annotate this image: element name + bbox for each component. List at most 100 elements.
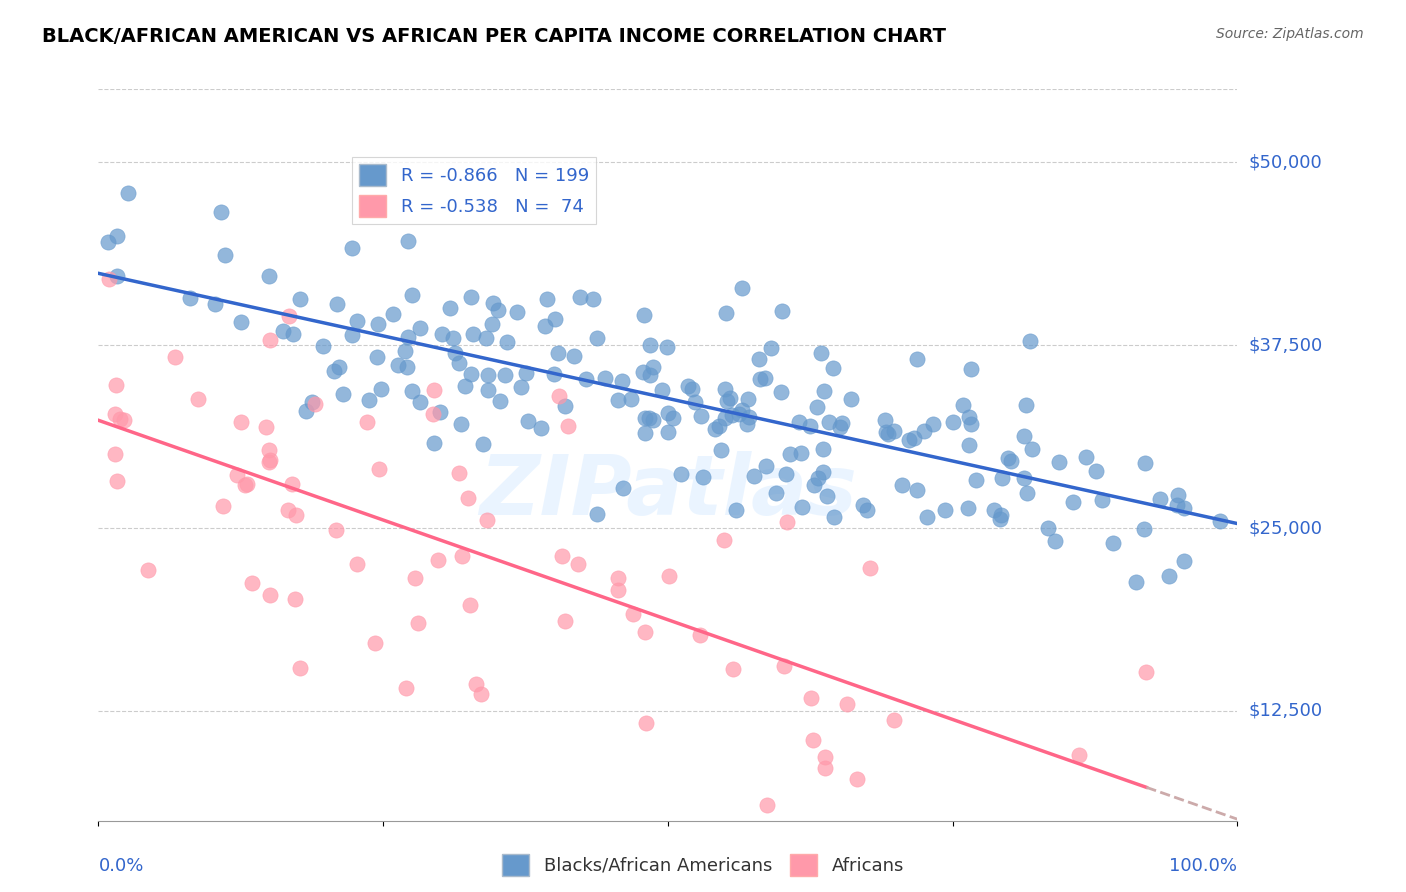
Point	[803, 477, 825, 491]
Point	[367, 317, 389, 331]
Point	[530, 421, 553, 435]
Point	[790, 500, 813, 514]
Point	[471, 437, 494, 451]
Point	[1076, 450, 1098, 464]
Point	[332, 386, 354, 401]
Point	[543, 367, 565, 381]
Point	[1019, 334, 1042, 348]
Point	[662, 410, 685, 425]
Point	[404, 571, 426, 585]
Point	[990, 508, 1012, 523]
Point	[544, 312, 567, 326]
Point	[716, 394, 738, 409]
Point	[1047, 455, 1070, 469]
Point	[257, 455, 280, 469]
Point	[108, 411, 131, 425]
Point	[214, 247, 236, 261]
Point	[891, 478, 914, 492]
Point	[621, 607, 644, 621]
Point	[586, 331, 609, 345]
Point	[460, 290, 482, 304]
Point	[356, 415, 378, 429]
Point	[658, 569, 681, 583]
Point	[494, 368, 516, 382]
Point	[259, 589, 281, 603]
Point	[1021, 442, 1043, 456]
Point	[965, 473, 987, 487]
Point	[1036, 521, 1059, 535]
Point	[441, 331, 464, 345]
Point	[104, 447, 127, 461]
Point	[554, 399, 576, 413]
Point	[731, 280, 754, 294]
Point	[401, 384, 423, 399]
Text: ZIPatlas: ZIPatlas	[479, 451, 856, 532]
Point	[179, 291, 201, 305]
Point	[547, 389, 569, 403]
Point	[1067, 747, 1090, 762]
Point	[346, 557, 368, 571]
Point	[105, 475, 128, 489]
Point	[363, 636, 385, 650]
Point	[638, 368, 661, 383]
Point	[725, 503, 748, 517]
Point	[633, 308, 655, 322]
Point	[748, 372, 770, 386]
Point	[254, 419, 277, 434]
Point	[959, 417, 981, 432]
Point	[236, 477, 259, 491]
Point	[586, 507, 609, 521]
Point	[959, 362, 981, 376]
Point	[799, 418, 821, 433]
Point	[259, 333, 281, 347]
Point	[713, 410, 735, 425]
Point	[240, 576, 263, 591]
Point	[770, 303, 793, 318]
Point	[517, 414, 540, 428]
Point	[422, 407, 444, 421]
Point	[883, 424, 905, 438]
Point	[460, 368, 482, 382]
Point	[831, 417, 853, 431]
Point	[209, 205, 232, 219]
Point	[789, 446, 811, 460]
Point	[612, 481, 634, 495]
Point	[406, 615, 429, 630]
Point	[934, 503, 956, 517]
Point	[163, 350, 186, 364]
Point	[755, 797, 778, 812]
Point	[821, 360, 844, 375]
Point	[1149, 492, 1171, 507]
Point	[429, 405, 451, 419]
Point	[818, 415, 841, 429]
Point	[281, 477, 304, 491]
Point	[877, 427, 900, 442]
Point	[509, 380, 531, 394]
Point	[1125, 575, 1147, 590]
Point	[883, 713, 905, 727]
Point	[1173, 500, 1195, 515]
Point	[742, 469, 765, 483]
Point	[114, 413, 136, 427]
Point	[554, 614, 576, 628]
Point	[638, 410, 661, 425]
Point	[482, 296, 505, 310]
Point	[534, 319, 557, 334]
Point	[328, 359, 350, 374]
Point	[983, 503, 1005, 517]
Point	[810, 345, 832, 359]
Point	[801, 732, 824, 747]
Point	[342, 328, 364, 343]
Point	[997, 450, 1019, 465]
Point	[807, 471, 830, 485]
Point	[97, 235, 120, 249]
Point	[823, 510, 845, 524]
Point	[312, 338, 335, 352]
Point	[748, 351, 770, 366]
Point	[728, 407, 751, 421]
Point	[569, 290, 592, 304]
Point	[477, 513, 499, 527]
Point	[458, 599, 481, 613]
Point	[813, 761, 835, 775]
Point	[368, 462, 391, 476]
